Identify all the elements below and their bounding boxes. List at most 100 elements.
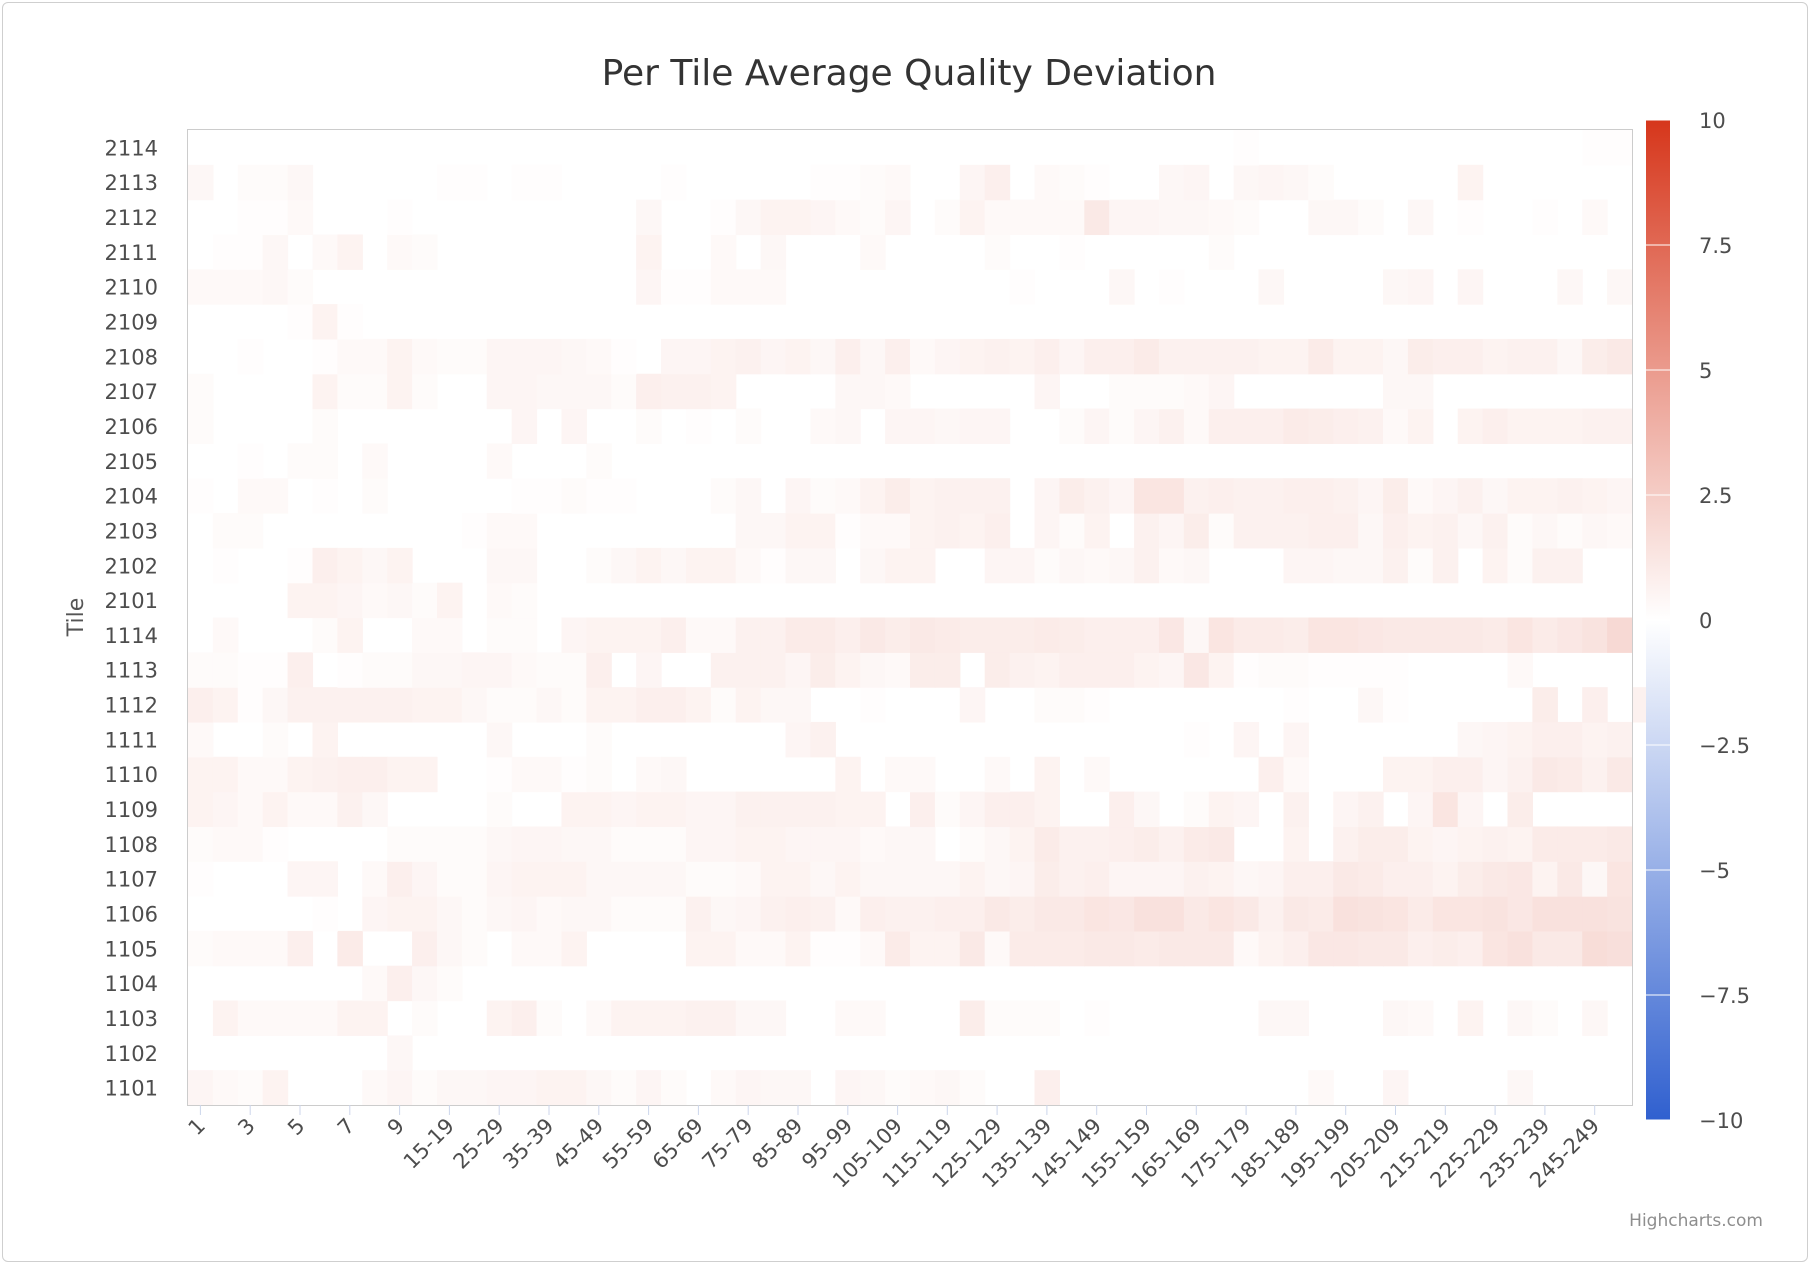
heatmap-cell[interactable]: [710, 478, 737, 514]
heatmap-cell[interactable]: [1432, 617, 1459, 653]
heatmap-cell[interactable]: [1383, 269, 1409, 305]
heatmap-cell[interactable]: [1109, 478, 1135, 514]
heatmap-cell[interactable]: [1308, 896, 1334, 932]
heatmap-cell[interactable]: [1532, 408, 1558, 444]
heatmap-cell[interactable]: [735, 896, 762, 932]
heatmap-cell[interactable]: [412, 826, 438, 862]
heatmap-cell[interactable]: [934, 1070, 961, 1106]
heatmap-cell[interactable]: [1109, 617, 1135, 653]
heatmap-cell[interactable]: [1034, 861, 1060, 897]
heatmap-cell[interactable]: [1507, 478, 1534, 514]
heatmap-cell[interactable]: [885, 513, 911, 549]
heatmap-cell[interactable]: [1034, 373, 1060, 410]
heatmap-cell[interactable]: [860, 791, 886, 828]
heatmap-cell[interactable]: [586, 1000, 612, 1036]
heatmap-cell[interactable]: [461, 652, 488, 688]
heatmap-cell[interactable]: [1134, 896, 1160, 932]
heatmap-cell[interactable]: [835, 513, 861, 549]
heatmap-cell[interactable]: [287, 861, 314, 897]
heatmap-cell[interactable]: [1034, 826, 1060, 862]
heatmap-cell[interactable]: [611, 687, 637, 723]
heatmap-cell[interactable]: [984, 1000, 1011, 1036]
heatmap-cell[interactable]: [1607, 513, 1633, 549]
heatmap-cell[interactable]: [636, 687, 662, 723]
heatmap-cell[interactable]: [486, 721, 513, 758]
heatmap-cell[interactable]: [1059, 826, 1085, 862]
heatmap-cell[interactable]: [785, 826, 812, 862]
heatmap-cell[interactable]: [760, 234, 787, 270]
heatmap-cell[interactable]: [885, 199, 911, 236]
heatmap-cell[interactable]: [810, 338, 836, 375]
heatmap-cell[interactable]: [934, 478, 961, 514]
heatmap-cell[interactable]: [810, 408, 836, 444]
heatmap-cell[interactable]: [1607, 617, 1633, 653]
heatmap-cell[interactable]: [1333, 617, 1359, 653]
heatmap-cell[interactable]: [685, 373, 712, 410]
heatmap-cell[interactable]: [1557, 408, 1583, 444]
heatmap-cell[interactable]: [188, 373, 214, 410]
heatmap-cell[interactable]: [586, 547, 612, 584]
heatmap-cell[interactable]: [536, 930, 563, 967]
heatmap-cell[interactable]: [1208, 513, 1235, 549]
heatmap-cell[interactable]: [511, 582, 538, 619]
heatmap-cell[interactable]: [984, 234, 1011, 270]
heatmap-cell[interactable]: [1134, 547, 1160, 584]
heatmap-cell[interactable]: [810, 617, 836, 653]
heatmap-cell[interactable]: [1482, 896, 1509, 932]
heatmap-cell[interactable]: [1532, 199, 1558, 236]
heatmap-cell[interactable]: [860, 234, 886, 270]
heatmap-cell[interactable]: [710, 1000, 737, 1036]
heatmap-cell[interactable]: [1358, 513, 1384, 549]
heatmap-cell[interactable]: [536, 756, 563, 793]
heatmap-cell[interactable]: [486, 896, 513, 932]
heatmap-cell[interactable]: [1308, 930, 1334, 967]
heatmap-cell[interactable]: [835, 1000, 861, 1036]
heatmap-cell[interactable]: [885, 164, 911, 201]
heatmap-cell[interactable]: [1432, 338, 1459, 375]
heatmap-cell[interactable]: [1034, 687, 1060, 723]
heatmap-cell[interactable]: [860, 547, 886, 584]
heatmap-cell[interactable]: [1582, 617, 1608, 653]
heatmap-cell[interactable]: [611, 478, 637, 514]
heatmap-cell[interactable]: [362, 478, 388, 514]
heatmap-cell[interactable]: [785, 617, 812, 653]
heatmap-cell[interactable]: [1457, 930, 1484, 967]
heatmap-cell[interactable]: [1233, 130, 1260, 166]
heatmap-cell[interactable]: [934, 930, 961, 967]
heatmap-cell[interactable]: [1308, 164, 1334, 201]
heatmap-cell[interactable]: [685, 408, 712, 444]
heatmap-cell[interactable]: [1034, 513, 1060, 549]
heatmap-cell[interactable]: [1084, 164, 1110, 201]
heatmap-cell[interactable]: [586, 861, 612, 897]
heatmap-cell[interactable]: [1034, 617, 1060, 653]
heatmap-cell[interactable]: [387, 338, 413, 375]
heatmap-cell[interactable]: [1283, 617, 1309, 653]
heatmap-cell[interactable]: [1557, 756, 1583, 793]
heatmap-cell[interactable]: [1507, 896, 1534, 932]
heatmap-cell[interactable]: [1158, 896, 1185, 932]
heatmap-cell[interactable]: [1084, 826, 1110, 862]
heatmap-cell[interactable]: [1532, 547, 1558, 584]
heatmap-cell[interactable]: [1059, 861, 1085, 897]
heatmap-cell[interactable]: [636, 234, 662, 270]
heatmap-cell[interactable]: [337, 930, 363, 967]
heatmap-cell[interactable]: [287, 791, 314, 828]
heatmap-cell[interactable]: [1507, 1000, 1534, 1036]
heatmap-cell[interactable]: [362, 547, 388, 584]
heatmap-cell[interactable]: [262, 1000, 289, 1036]
heatmap-cell[interactable]: [1383, 861, 1409, 897]
heatmap-cell[interactable]: [1607, 478, 1633, 514]
heatmap-cell[interactable]: [1358, 826, 1384, 862]
heatmap-cell[interactable]: [362, 1070, 388, 1106]
heatmap-cell[interactable]: [984, 408, 1011, 444]
heatmap-cell[interactable]: [1407, 338, 1434, 375]
heatmap-cell[interactable]: [212, 547, 239, 584]
heatmap-cell[interactable]: [661, 164, 687, 201]
heatmap-cell[interactable]: [536, 164, 563, 201]
heatmap-cell[interactable]: [1383, 1070, 1409, 1106]
heatmap-cell[interactable]: [959, 896, 986, 932]
heatmap-cell[interactable]: [910, 896, 936, 932]
heatmap-cell[interactable]: [1158, 478, 1185, 514]
heatmap-cell[interactable]: [1034, 756, 1060, 793]
heatmap-cell[interactable]: [785, 478, 812, 514]
